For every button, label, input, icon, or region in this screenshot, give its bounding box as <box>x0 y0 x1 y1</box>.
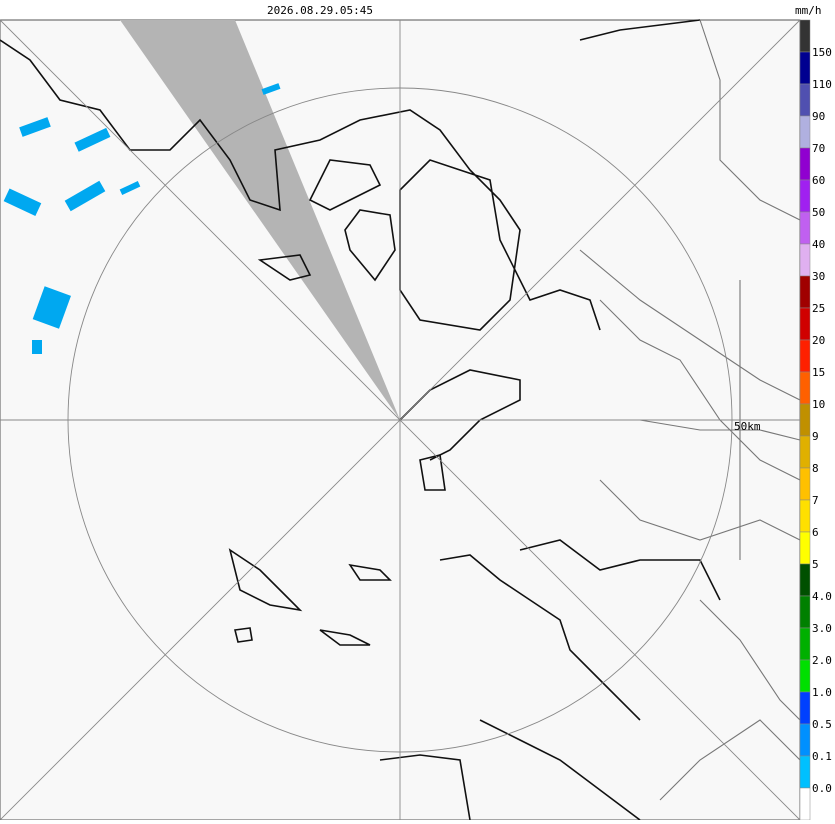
legend-label: 3.0 <box>812 622 832 635</box>
timestamp: 2026.08.29.05:45 <box>267 4 373 17</box>
legend-label: 110 <box>812 78 832 91</box>
unit-label: mm/h <box>795 4 822 17</box>
legend-label: 5 <box>812 558 819 571</box>
legend-label: 7 <box>812 494 819 507</box>
range-grid <box>0 19 801 821</box>
legend-label: 150 <box>812 46 832 59</box>
legend-swatch <box>799 723 811 757</box>
legend-label: 2.0 <box>812 654 832 667</box>
legend-label: 15 <box>812 366 825 379</box>
map: 50km <box>0 19 801 821</box>
legend: 150 110 90 70 60 50 40 30 25 20 15 10 9 8 7 6 5 4.0 3.0 2.0… <box>799 19 832 821</box>
legend-swatch <box>799 435 811 469</box>
legend-label: 50 <box>812 206 825 219</box>
legend-label: 90 <box>812 110 825 123</box>
legend-swatch <box>799 243 811 277</box>
legend-label: 30 <box>812 270 825 283</box>
legend-swatch <box>799 275 811 309</box>
legend-swatch <box>799 51 811 85</box>
range-label: 50km <box>734 420 761 433</box>
legend-swatch <box>799 659 811 693</box>
legend-swatch <box>799 115 811 149</box>
legend-swatch <box>799 307 811 341</box>
legend-swatch <box>799 83 811 117</box>
legend-swatch <box>799 147 811 181</box>
legend-label: 70 <box>812 142 825 155</box>
coastlines <box>0 19 721 821</box>
legend-label: 8 <box>812 462 819 475</box>
legend-swatch <box>799 467 811 501</box>
rain-echoes <box>3 83 281 354</box>
legend-swatch <box>799 403 811 437</box>
legend-swatch <box>799 691 811 725</box>
legend-label: 6 <box>812 526 819 539</box>
legend-label: 0.0 <box>812 782 832 795</box>
legend-swatch <box>799 371 811 405</box>
legend-swatch <box>799 787 811 821</box>
legend-label: 0.1 <box>812 750 832 763</box>
legend-label: 10 <box>812 398 825 411</box>
legend-swatch <box>799 531 811 565</box>
legend-swatch <box>799 499 811 533</box>
legend-swatch <box>799 627 811 661</box>
legend-swatch <box>799 19 811 53</box>
blocked-sector <box>120 20 400 420</box>
borders <box>579 19 801 801</box>
legend-label: 40 <box>812 238 825 251</box>
legend-label: 0.5 <box>812 718 832 731</box>
legend-swatch <box>799 211 811 245</box>
legend-swatch <box>799 339 811 373</box>
legend-swatch <box>799 179 811 213</box>
legend-swatch <box>799 595 811 629</box>
legend-swatch <box>799 755 811 789</box>
legend-label: 25 <box>812 302 825 315</box>
legend-label: 60 <box>812 174 825 187</box>
legend-label: 4.0 <box>812 590 832 603</box>
legend-label: 1.0 <box>812 686 832 699</box>
legend-label: 20 <box>812 334 825 347</box>
legend-label: 9 <box>812 430 819 443</box>
legend-swatch <box>799 563 811 597</box>
